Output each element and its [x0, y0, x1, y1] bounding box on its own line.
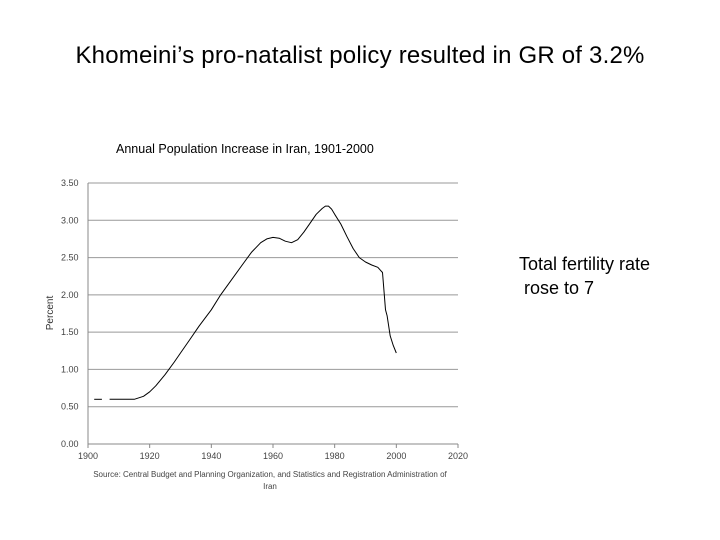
y-axis-label: Percent — [45, 296, 56, 331]
x-tick-label: 1960 — [263, 451, 283, 461]
y-tick-label: 0.00 — [61, 439, 79, 449]
series-line-2 — [109, 205, 397, 400]
y-tick-label: 3.50 — [61, 178, 79, 188]
plot-area — [87, 183, 458, 445]
x-axis: 1900 1920 1940 1960 1980 2000 2020 — [78, 444, 468, 461]
y-tick-label: 1.00 — [61, 364, 79, 374]
y-tick-label: 0.50 — [61, 402, 79, 412]
gridlines — [88, 182, 458, 408]
y-tick-label: 3.00 — [61, 215, 79, 225]
x-tick-label: 2000 — [386, 451, 406, 461]
slide-title: Khomeini’s pro-natalist policy resulted … — [75, 42, 645, 69]
chart-title: Annual Population Increase in Iran, 1901… — [116, 142, 374, 156]
source-note-line2: Iran — [263, 482, 277, 491]
x-tick-label: 1940 — [201, 451, 221, 461]
x-tick-label: 1980 — [325, 451, 345, 461]
y-axis: 0.00 0.50 1.00 1.50 2.00 2.50 3.00 3.50 — [61, 178, 79, 449]
fertility-note-line2: rose to 7 — [519, 278, 595, 298]
x-tick-label: 1920 — [140, 451, 160, 461]
source-note-line1: Source: Central Budget and Planning Orga… — [93, 470, 447, 479]
y-tick-label: 2.00 — [61, 290, 79, 300]
x-tick-label: 1900 — [78, 451, 98, 461]
y-tick-label: 1.50 — [61, 327, 79, 337]
fertility-note-line1: Total fertility rate — [519, 254, 651, 274]
fertility-note: Total fertility rate rose to 7 — [519, 252, 650, 300]
x-tick-label: 2020 — [448, 451, 468, 461]
series-lines — [94, 205, 397, 400]
y-tick-label: 2.50 — [61, 253, 79, 263]
